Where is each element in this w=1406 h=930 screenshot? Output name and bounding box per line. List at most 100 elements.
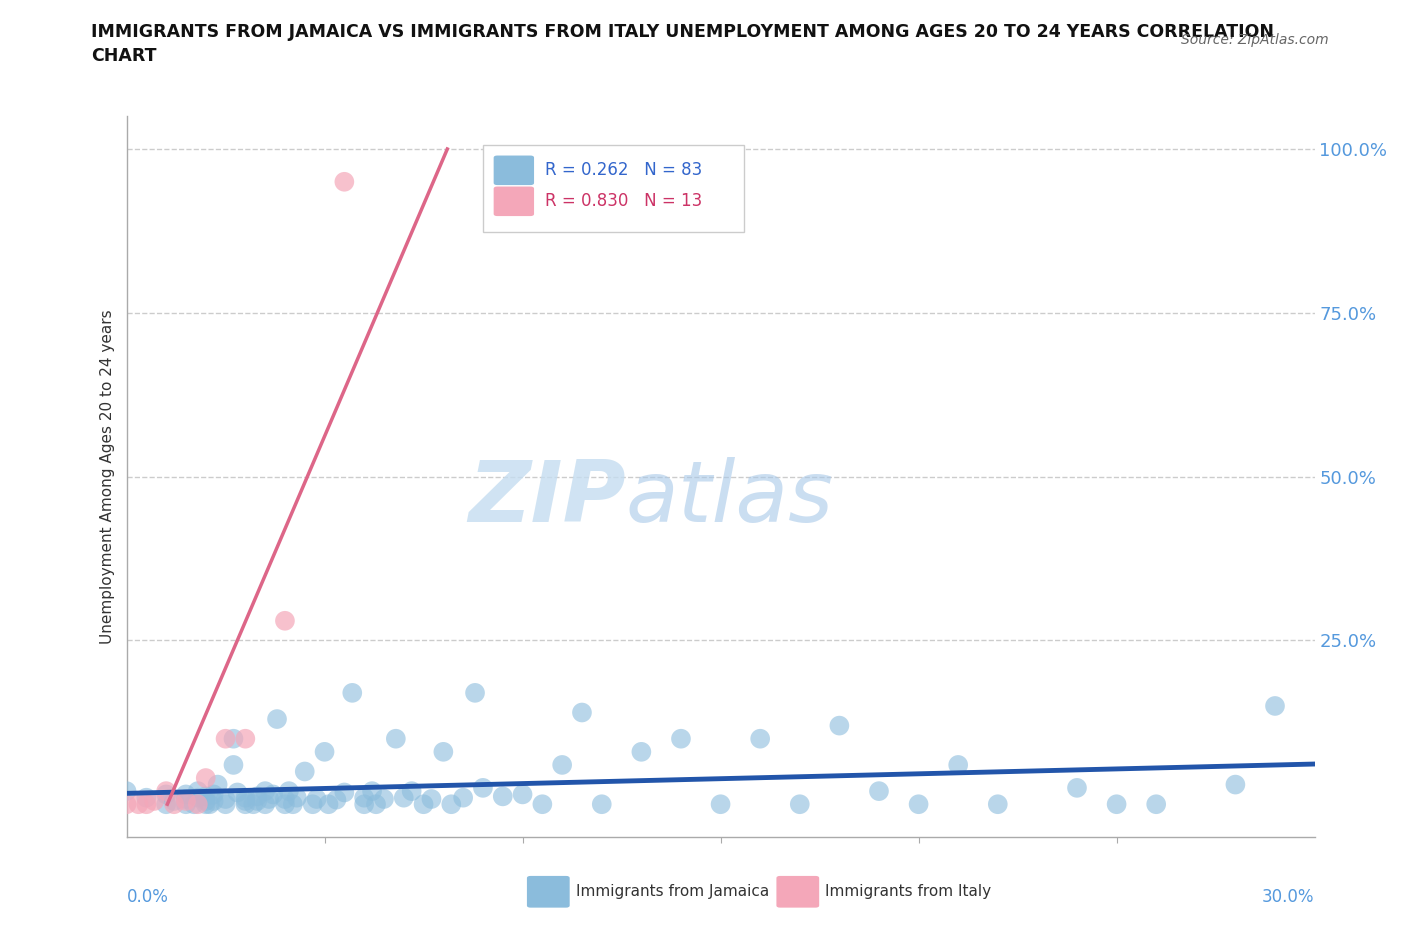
Point <box>135 790 157 805</box>
Point <box>1225 777 1247 792</box>
Point <box>254 784 277 799</box>
Point <box>551 757 574 772</box>
Point <box>194 793 217 808</box>
Point <box>233 793 257 808</box>
Text: ZIP: ZIP <box>468 457 626 539</box>
Point <box>333 174 356 189</box>
Point <box>749 731 772 746</box>
Point <box>254 797 277 812</box>
Point <box>492 789 515 804</box>
Point <box>242 797 264 812</box>
Point <box>174 791 197 806</box>
Point <box>233 731 257 746</box>
Point <box>342 685 364 700</box>
Point <box>198 797 221 812</box>
Point <box>464 685 486 700</box>
Point <box>266 711 288 726</box>
Point <box>305 791 328 806</box>
Point <box>155 784 177 799</box>
Point <box>155 787 177 802</box>
Point <box>420 791 443 806</box>
Point <box>789 797 811 812</box>
FancyBboxPatch shape <box>494 155 534 185</box>
FancyBboxPatch shape <box>494 187 534 216</box>
Point <box>233 797 257 812</box>
Point <box>285 790 308 805</box>
Point <box>274 797 297 812</box>
Point <box>163 793 186 808</box>
Point <box>222 731 245 746</box>
Point <box>440 797 463 812</box>
Point <box>710 797 733 812</box>
Point <box>591 797 613 812</box>
Text: 30.0%: 30.0% <box>1263 888 1315 906</box>
Point <box>194 771 217 786</box>
Point <box>669 731 692 746</box>
FancyBboxPatch shape <box>484 145 744 232</box>
Point <box>143 793 166 808</box>
Point <box>868 784 890 799</box>
FancyBboxPatch shape <box>776 876 820 908</box>
Point <box>531 797 554 812</box>
Point <box>277 784 299 799</box>
Point <box>233 790 257 805</box>
Point <box>214 791 236 806</box>
FancyBboxPatch shape <box>527 876 569 908</box>
Point <box>155 797 177 812</box>
Text: atlas: atlas <box>626 457 834 539</box>
Point <box>361 784 384 799</box>
Point <box>907 797 929 812</box>
Point <box>281 797 304 812</box>
Point <box>163 797 186 812</box>
Y-axis label: Unemployment Among Ages 20 to 24 years: Unemployment Among Ages 20 to 24 years <box>100 310 115 644</box>
Text: R = 0.830   N = 13: R = 0.830 N = 13 <box>544 193 702 210</box>
Point <box>207 777 229 792</box>
Point <box>174 793 197 808</box>
Point <box>1144 797 1167 812</box>
Point <box>364 797 387 812</box>
Point <box>202 793 225 808</box>
Point <box>214 731 236 746</box>
Point <box>451 790 474 805</box>
Point <box>127 797 149 812</box>
Point <box>222 757 245 772</box>
Point <box>401 784 423 799</box>
Point <box>301 797 323 812</box>
Point <box>174 797 197 812</box>
Point <box>274 614 297 629</box>
Text: R = 0.262   N = 83: R = 0.262 N = 83 <box>544 161 702 179</box>
Point <box>472 780 495 795</box>
Point <box>183 797 205 812</box>
Point <box>294 764 316 779</box>
Point <box>1105 797 1128 812</box>
Text: Immigrants from Italy: Immigrants from Italy <box>825 884 991 899</box>
Point <box>353 797 375 812</box>
Point <box>373 791 395 806</box>
Point <box>194 789 217 804</box>
Point <box>828 718 851 733</box>
Point <box>274 791 297 806</box>
Point <box>630 744 652 759</box>
Point <box>257 791 280 806</box>
Point <box>412 797 434 812</box>
Point <box>948 757 970 772</box>
Point <box>202 787 225 802</box>
Text: Immigrants from Jamaica: Immigrants from Jamaica <box>575 884 769 899</box>
Point <box>987 797 1010 812</box>
Point <box>135 797 157 812</box>
Point <box>226 785 249 800</box>
Point <box>385 731 408 746</box>
Point <box>246 793 269 808</box>
Point <box>314 744 336 759</box>
Point <box>571 705 593 720</box>
Point <box>325 792 347 807</box>
Point <box>187 790 209 805</box>
Point <box>1066 780 1088 795</box>
Point <box>187 784 209 799</box>
Point <box>174 787 197 802</box>
Point <box>512 787 534 802</box>
Point <box>353 790 375 805</box>
Text: Source: ZipAtlas.com: Source: ZipAtlas.com <box>1181 33 1329 46</box>
Point <box>318 797 340 812</box>
Point <box>115 797 138 812</box>
